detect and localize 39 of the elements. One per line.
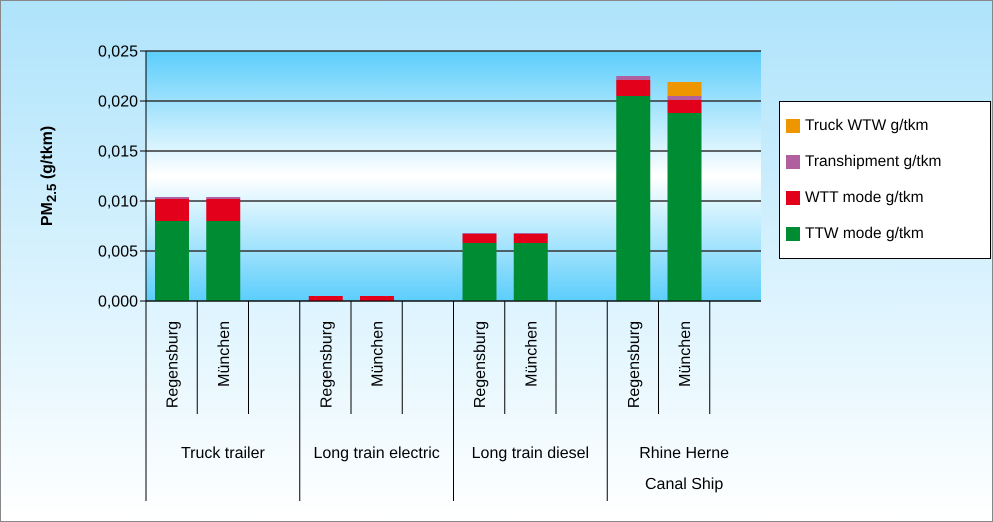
legend-label: TTW mode g/tkm xyxy=(805,225,924,243)
bar xyxy=(308,296,343,301)
text: Truck trailer xyxy=(180,444,266,464)
bar xyxy=(514,243,548,301)
y-tick-label: 0,025 xyxy=(98,44,138,61)
x-tick-label: Regensburg xyxy=(164,321,182,408)
bar xyxy=(668,82,702,96)
y-tick-label: 0,005 xyxy=(98,244,138,261)
x-tick-label: München xyxy=(370,321,387,387)
text: Long train diesel xyxy=(470,444,590,464)
x-tick-label: Regensburg xyxy=(626,321,643,408)
bar xyxy=(206,199,240,221)
y-tick-label: 0,015 xyxy=(98,144,138,161)
bar xyxy=(668,100,702,113)
bar xyxy=(206,221,240,301)
x-tick-label: Regensburg xyxy=(318,321,336,408)
x-tick-label: München xyxy=(216,321,233,387)
y-tick-label: 0,010 xyxy=(98,194,138,211)
bar xyxy=(462,234,496,243)
bar xyxy=(155,199,189,221)
bar xyxy=(616,96,650,301)
bar xyxy=(668,96,702,100)
bar xyxy=(668,113,702,301)
bar xyxy=(155,221,189,301)
bar xyxy=(514,234,548,243)
y-tick-label: 0,000 xyxy=(98,294,138,311)
text: Rhine Herne Canal Ship xyxy=(638,444,730,495)
legend-label: WTT mode g/tkm xyxy=(805,189,924,207)
x-tick-label: Regensburg xyxy=(472,321,490,408)
legend-label: Transhipment g/tkm xyxy=(805,153,942,171)
bar xyxy=(616,76,650,80)
bar xyxy=(616,80,650,96)
text: Long train electric xyxy=(312,444,441,464)
x-tick-label: München xyxy=(523,321,540,387)
x-tick-label: München xyxy=(677,321,694,387)
legend-label: Truck WTW g/tkm xyxy=(805,117,928,135)
y-tick-label: 0,020 xyxy=(98,94,138,111)
bar xyxy=(360,296,394,301)
bar xyxy=(462,243,496,301)
